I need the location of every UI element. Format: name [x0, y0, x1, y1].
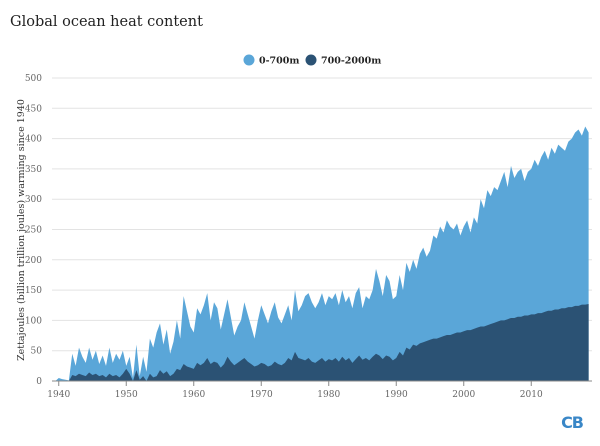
x-tick-label-2010: 2010 [520, 390, 543, 400]
y-tick-label-0: 0 [36, 377, 42, 387]
legend-swatch-700-2000m [305, 54, 317, 66]
x-tick-label-1960: 1960 [182, 390, 205, 400]
logo-text: CB [561, 413, 584, 432]
x-tick-label-2000: 2000 [452, 390, 475, 400]
area-series-700-2000m [55, 304, 589, 381]
legend-label-0-700m: 0-700m [259, 56, 299, 67]
legend: 0-700m 700-2000m [243, 54, 381, 67]
y-axis-title: Zettajoules (billion trillion joules) wa… [16, 99, 27, 361]
y-tick-label-400: 400 [25, 135, 42, 145]
carbon-brief-logo: CB [561, 413, 585, 432]
y-tick-label-200: 200 [25, 256, 42, 266]
x-tick-label-1980: 1980 [317, 390, 340, 400]
y-tick-label-350: 350 [25, 165, 42, 175]
chart-title: Global ocean heat content [10, 14, 203, 30]
x-tick-label-1990: 1990 [385, 390, 408, 400]
y-tick-label-450: 450 [25, 104, 42, 114]
y-tick-label-300: 300 [25, 195, 42, 205]
y-tick-label-150: 150 [25, 286, 42, 296]
y-tick-label-500: 500 [25, 74, 42, 84]
legend-swatch-0-700m [243, 54, 255, 66]
x-tick-label-1970: 1970 [250, 390, 273, 400]
y-tick-label-50: 50 [31, 347, 43, 357]
y-axis-title-group: Zettajoules (billion trillion joules) wa… [16, 99, 27, 361]
axes: 0 50 100 150 200 250 300 350 400 450 500 1940 1950 19… [25, 74, 592, 400]
x-tick-label-1940: 1940 [47, 390, 70, 400]
y-tick-label-100: 100 [25, 316, 42, 326]
y-tick-label-250: 250 [25, 226, 42, 236]
area-series-layer [55, 126, 589, 381]
area-series-0-700m [55, 126, 589, 381]
x-tick-label-1950: 1950 [115, 390, 138, 400]
legend-label-700-2000m: 700-2000m [321, 56, 381, 67]
